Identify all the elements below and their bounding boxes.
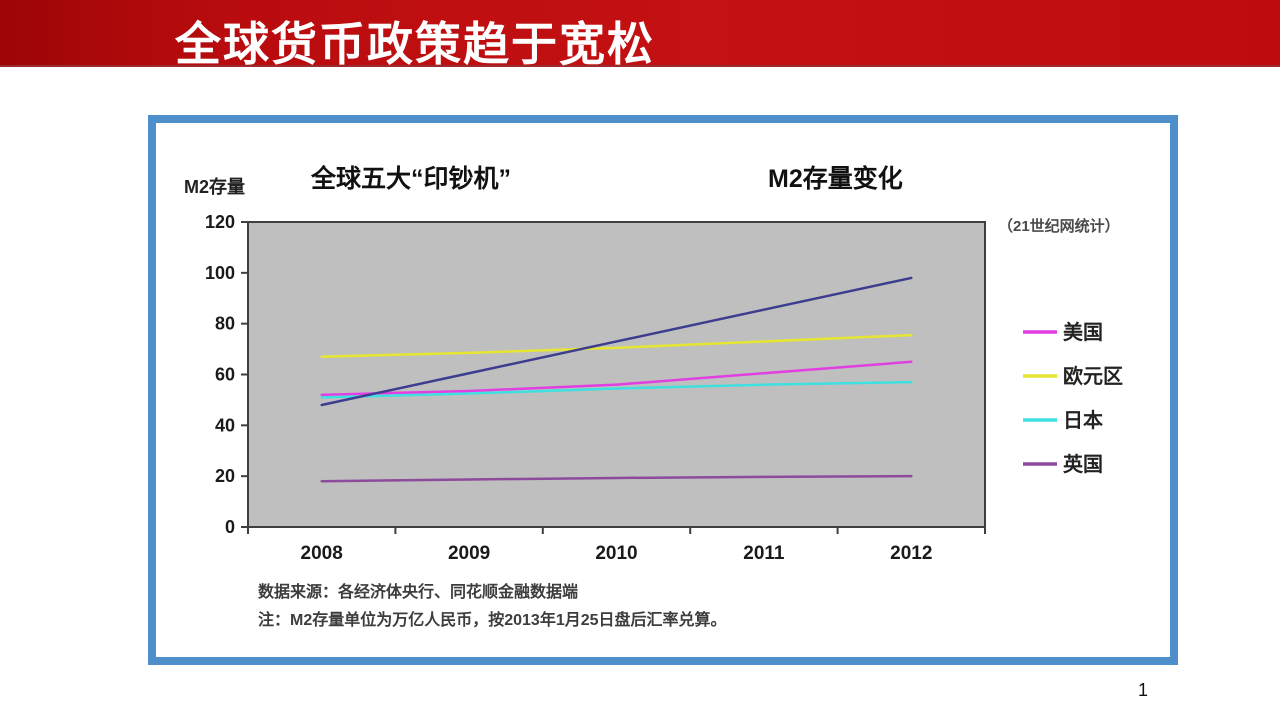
series-line-英国 [320, 474, 913, 483]
x-tick-label: 2011 [743, 543, 785, 564]
series-line-unlabeled [320, 276, 913, 407]
header-bar: 全球货币政策趋于宽松 [0, 0, 1280, 70]
stat-source-note: （21世纪网统计） [998, 218, 1120, 235]
x-tick-label: 2012 [890, 543, 932, 564]
series-line-欧元区 [320, 333, 913, 358]
m2-line-chart: 0 20 40 60 80 100 120 2008 2009 2010 2011 2012 美国欧… [205, 212, 1123, 564]
chart-title-left: 全球五大“印钞机” [311, 165, 512, 193]
y-tick-label: 100 [205, 263, 235, 283]
y-axis-unit-label: M2存量 [184, 177, 246, 197]
chart-title-right: M2存量变化 [768, 165, 903, 193]
series-line-美国 [320, 360, 913, 397]
y-tick-label: 20 [215, 466, 235, 486]
series-lines [320, 276, 913, 483]
chart-panel-inner: 0 20 40 60 80 100 120 2008 2009 2010 2011 2012 美国欧… [156, 123, 1170, 657]
y-tick-label: 80 [215, 314, 235, 334]
slide-title: 全球货币政策趋于宽松 [175, 18, 655, 70]
y-tick-label: 0 [225, 517, 235, 537]
legend-label-欧元区: 欧元区 [1063, 364, 1123, 388]
page-number: 1 [1137, 680, 1148, 700]
x-axis-labels: 2008 2009 2010 2011 2012 [301, 543, 933, 564]
axis-ticks [241, 221, 986, 534]
x-tick-label: 2009 [448, 543, 490, 564]
legend-label-美国: 美国 [1063, 320, 1103, 344]
legend-label-英国: 英国 [1063, 452, 1103, 476]
y-tick-label: 40 [215, 415, 235, 435]
y-tick-label: 120 [205, 212, 235, 232]
x-tick-label: 2010 [595, 543, 637, 564]
y-axis-labels: 0 20 40 60 80 100 120 [205, 212, 235, 537]
unit-conversion-note: 注：M2存量单位为万亿人民币，按2013年1月25日盘后汇率兑算。 [258, 612, 727, 629]
legend-label-日本: 日本 [1063, 409, 1103, 432]
series-line-日本 [320, 380, 913, 399]
x-tick-label: 2008 [301, 543, 343, 564]
data-source-note: 数据来源：各经济体央行、同花顺金融数据端 [258, 584, 579, 601]
y-tick-label: 60 [215, 365, 235, 385]
chart-panel: 0 20 40 60 80 100 120 2008 2009 2010 2011 2012 美国欧… [148, 115, 1178, 665]
